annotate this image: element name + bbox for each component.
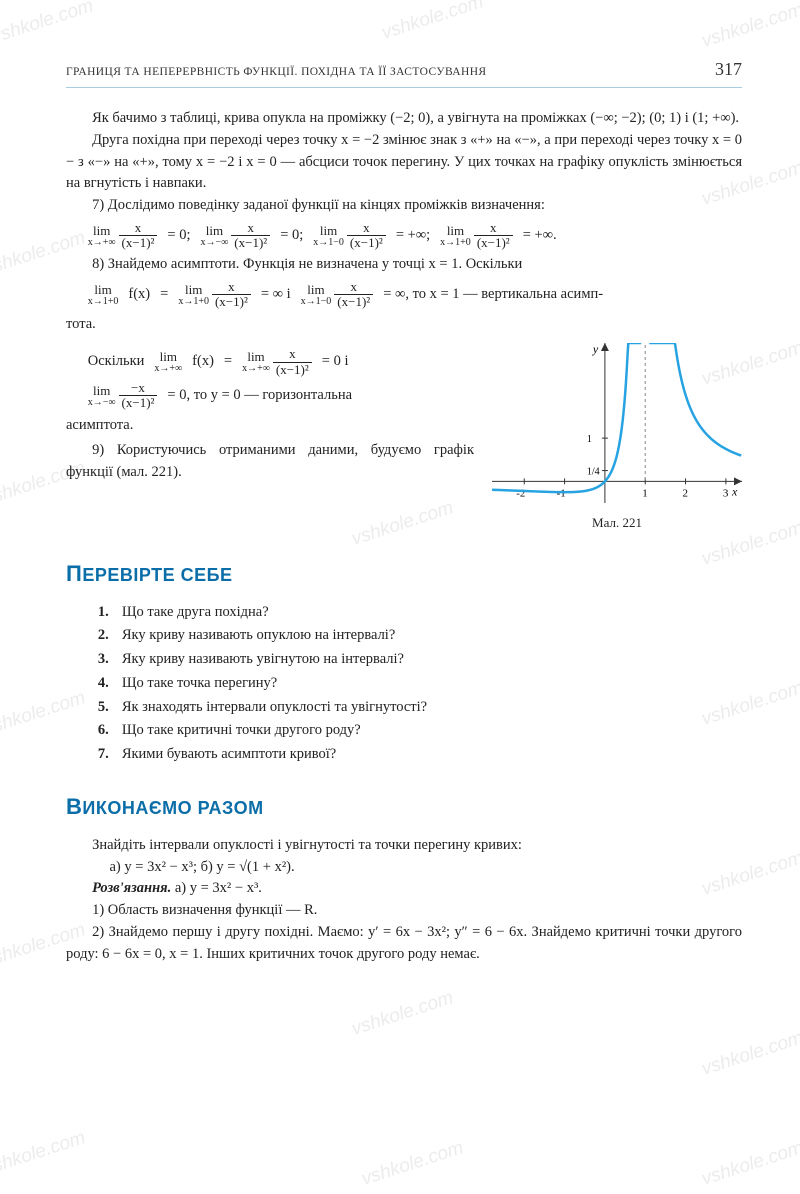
solution-line: Розв'язання. а) y = 3x² − x³.: [66, 878, 742, 900]
svg-text:y: y: [592, 343, 599, 356]
question-item: 2. Яку криву називають опуклою на інтерв…: [98, 625, 742, 647]
page: ГРАНИЦЯ ТА НЕПЕРЕРВНІСТЬ ФУНКЦІЇ. ПОХІДН…: [0, 0, 800, 1005]
left-column: Оскількиlimx→+∞f(x)=limx→+∞x(x−1)²= 0 і …: [66, 343, 474, 483]
exercise-intro: Знайдіть інтервали опуклості і увігнутос…: [66, 835, 742, 857]
two-column-block: Оскількиlimx→+∞f(x)=limx→+∞x(x−1)²= 0 і …: [66, 343, 742, 532]
item-7-lead: 7) Дослідимо поведінку заданої функції н…: [66, 195, 742, 217]
title-rest: ИКОНАЄМО РАЗОМ: [82, 798, 263, 818]
osk-asymptote: асимптота.: [66, 415, 474, 437]
figure-block: xy-2-112311/4 Мал. 221: [492, 343, 742, 532]
item-8-trail: тота.: [66, 314, 742, 336]
svg-text:1/4: 1/4: [587, 467, 600, 478]
graph-figure: xy-2-112311/4: [492, 343, 742, 503]
item-8-lead: 8) Знайдемо асимптоти. Функція не визнач…: [66, 254, 742, 276]
item-8-math: limx→1+0f(x)=limx→1+0x(x−1)²= ∞ і limx→1…: [88, 280, 742, 310]
title-rest: ЕРЕВІРТЕ СЕБЕ: [82, 565, 232, 585]
question-item: 1. Що таке друга похідна?: [98, 602, 742, 624]
solution-step-1: 1) Область визначення функції — R.: [66, 900, 742, 922]
paragraph: Як бачимо з таблиці, крива опукла на про…: [66, 108, 742, 130]
question-item: 7. Якими бувають асимптоти кривої?: [98, 744, 742, 766]
solution-step-2: 2) Знайдемо першу і другу похідні. Маємо…: [66, 922, 742, 966]
question-item: 4. Що таке точка перегину?: [98, 673, 742, 695]
osk-row-1: Оскількиlimx→+∞f(x)=limx→+∞x(x−1)²= 0 і: [88, 347, 474, 377]
question-item: 3. Яку криву називають увігнутою на інте…: [98, 649, 742, 671]
question-list: 1. Що таке друга похідна?2. Яку криву на…: [98, 602, 742, 766]
section-together: ВИКОНАЄМО РАЗОМ: [66, 790, 742, 823]
item-9: 9) Користуючись отриманими даними, будує…: [66, 440, 474, 484]
svg-text:2: 2: [683, 488, 689, 500]
section-check-yourself: ПЕРЕВІРТЕ СЕБЕ: [66, 557, 742, 590]
title-initial: В: [66, 794, 82, 819]
question-item: 5. Як знаходять інтервали опуклості та у…: [98, 697, 742, 719]
svg-text:1: 1: [587, 435, 592, 446]
page-number: 317: [715, 56, 742, 83]
figure-caption: Мал. 221: [492, 513, 742, 533]
title-initial: П: [66, 561, 82, 586]
osk-row-2: limx→−∞−x(x−1)²= 0, то y = 0 — горизонта…: [88, 381, 474, 411]
svg-text:x: x: [731, 485, 738, 499]
svg-text:3: 3: [723, 488, 729, 500]
svg-text:1: 1: [642, 488, 648, 500]
running-head: ГРАНИЦЯ ТА НЕПЕРЕРВНІСТЬ ФУНКЦІЇ. ПОХІДН…: [66, 56, 742, 88]
limits-row: limx→+∞x(x−1)²= 0;limx→−∞x(x−1)²= 0;limx…: [88, 221, 742, 251]
paragraph: Друга похідна при переході через точку x…: [66, 130, 742, 195]
exercise-items: а) y = 3x² − x³; б) y = √(1 + x²).: [110, 857, 743, 879]
svg-text:-2: -2: [516, 488, 525, 500]
question-item: 6. Що таке критичні точки другого роду?: [98, 720, 742, 742]
chapter-title: ГРАНИЦЯ ТА НЕПЕРЕРВНІСТЬ ФУНКЦІЇ. ПОХІДН…: [66, 64, 486, 81]
